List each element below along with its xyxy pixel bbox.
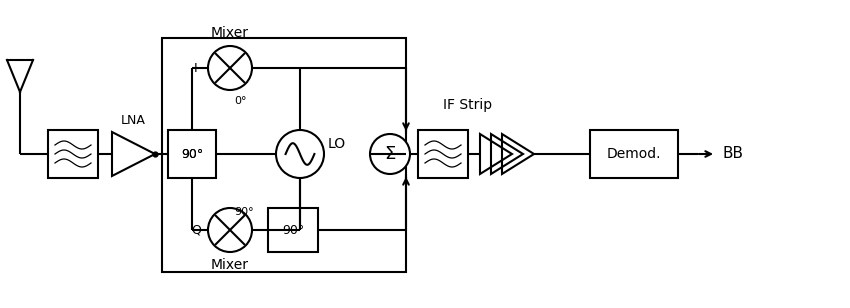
Text: 0°: 0°: [234, 96, 246, 106]
Bar: [48, 130, 98, 178]
Text: Q: Q: [191, 224, 201, 237]
Text: 90°: 90°: [282, 224, 304, 237]
Text: LNA: LNA: [121, 114, 146, 127]
Text: 90°: 90°: [181, 148, 203, 160]
Text: I: I: [194, 62, 198, 75]
Bar: [590, 130, 678, 178]
Text: BB: BB: [723, 147, 744, 161]
Text: 90°: 90°: [181, 148, 203, 160]
Bar: [168, 130, 216, 178]
Text: LO: LO: [328, 137, 346, 151]
Bar: [268, 208, 318, 252]
Bar: [162, 38, 406, 272]
Text: 90°: 90°: [234, 207, 253, 217]
Text: Demod.: Demod.: [607, 147, 661, 161]
Text: IF Strip: IF Strip: [444, 98, 492, 112]
Text: Σ: Σ: [384, 145, 396, 163]
Circle shape: [370, 134, 410, 174]
Bar: [168, 130, 216, 178]
Circle shape: [276, 130, 324, 178]
Circle shape: [208, 208, 252, 252]
Circle shape: [208, 46, 252, 90]
Text: Mixer: Mixer: [211, 258, 249, 272]
Text: Mixer: Mixer: [211, 26, 249, 40]
Bar: [418, 130, 468, 178]
